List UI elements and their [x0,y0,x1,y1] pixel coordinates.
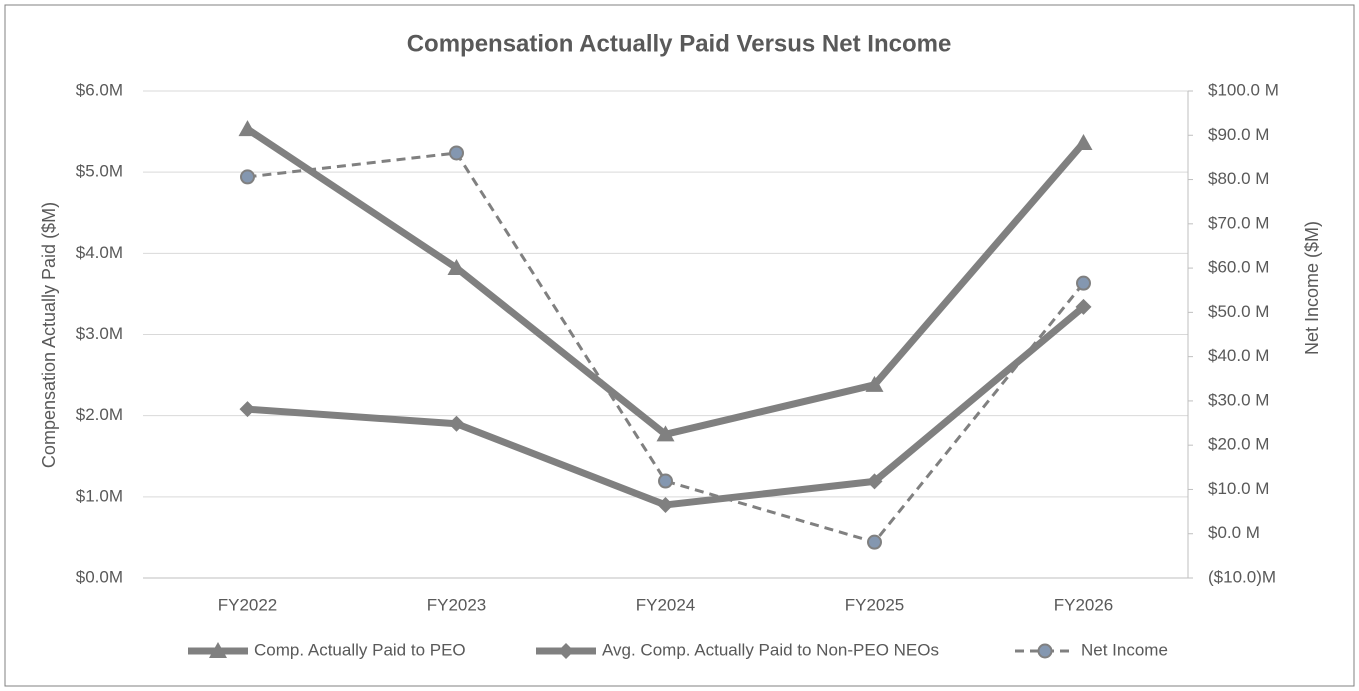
chart-frame [4,4,1355,687]
y-tick-label: $2.0M [76,405,123,424]
y2-tick-label: $90.0 M [1208,125,1269,144]
y-tick-label: $0.0M [76,567,123,586]
y2-tick-label: ($10.0)M [1208,567,1276,586]
y-tick-label: $3.0M [76,324,123,343]
marker-diamond [558,643,574,659]
y-axis-title: Compensation Actually Paid ($M) [39,202,59,468]
series-line [247,151,1085,544]
x-tick-label: FY2022 [218,595,278,614]
marker-triangle [865,375,884,392]
y-tick-label: $4.0M [76,243,123,262]
marker-circle [449,145,464,161]
marker-circle [240,169,255,185]
x-tick-label: FY2024 [636,595,696,614]
marker-diamond [448,415,465,432]
y2-tick-label: $30.0 M [1208,390,1269,409]
marker-triangle [656,425,675,442]
marker-diamond [239,401,256,418]
y2-tick-label: $60.0 M [1208,258,1269,277]
x-tick-label: FY2023 [427,595,487,614]
y2-tick-label: $70.0 M [1208,213,1269,232]
legend-label: Comp. Actually Paid to PEO [254,640,466,659]
marker-circle [658,473,673,489]
y2-axis-title: Net Income ($M) [1302,221,1322,355]
marker-circle [867,534,882,550]
y2-tick-label: $10.0 M [1208,479,1269,498]
y2-tick-label: $80.0 M [1208,169,1269,188]
y-tick-label: $6.0M [76,80,123,99]
marker-diamond [866,473,883,490]
legend-label: Avg. Comp. Actually Paid to Non-PEO NEOs [602,640,939,659]
marker-triangle [238,120,257,137]
y2-tick-label: $50.0 M [1208,302,1269,321]
legend-label: Net Income [1081,640,1168,659]
marker-circle [1037,643,1053,659]
y2-tick-label: $0.0 M [1208,523,1260,542]
y2-tick-label: $20.0 M [1208,435,1269,454]
y-tick-label: $1.0M [76,486,123,505]
y2-tick-label: $100.0 M [1208,80,1279,99]
chart-title: Compensation Actually Paid Versus Net In… [407,30,952,57]
marker-triangle [209,642,227,658]
marker-circle [1076,275,1091,291]
marker-triangle [1074,133,1093,150]
marker-triangle [447,258,466,275]
marker-diamond [657,496,674,513]
y-tick-label: $5.0M [76,162,123,181]
marker-diamond [1075,298,1092,315]
x-tick-label: FY2025 [845,595,905,614]
y2-tick-label: $40.0 M [1208,346,1269,365]
x-tick-label: FY2026 [1054,595,1114,614]
